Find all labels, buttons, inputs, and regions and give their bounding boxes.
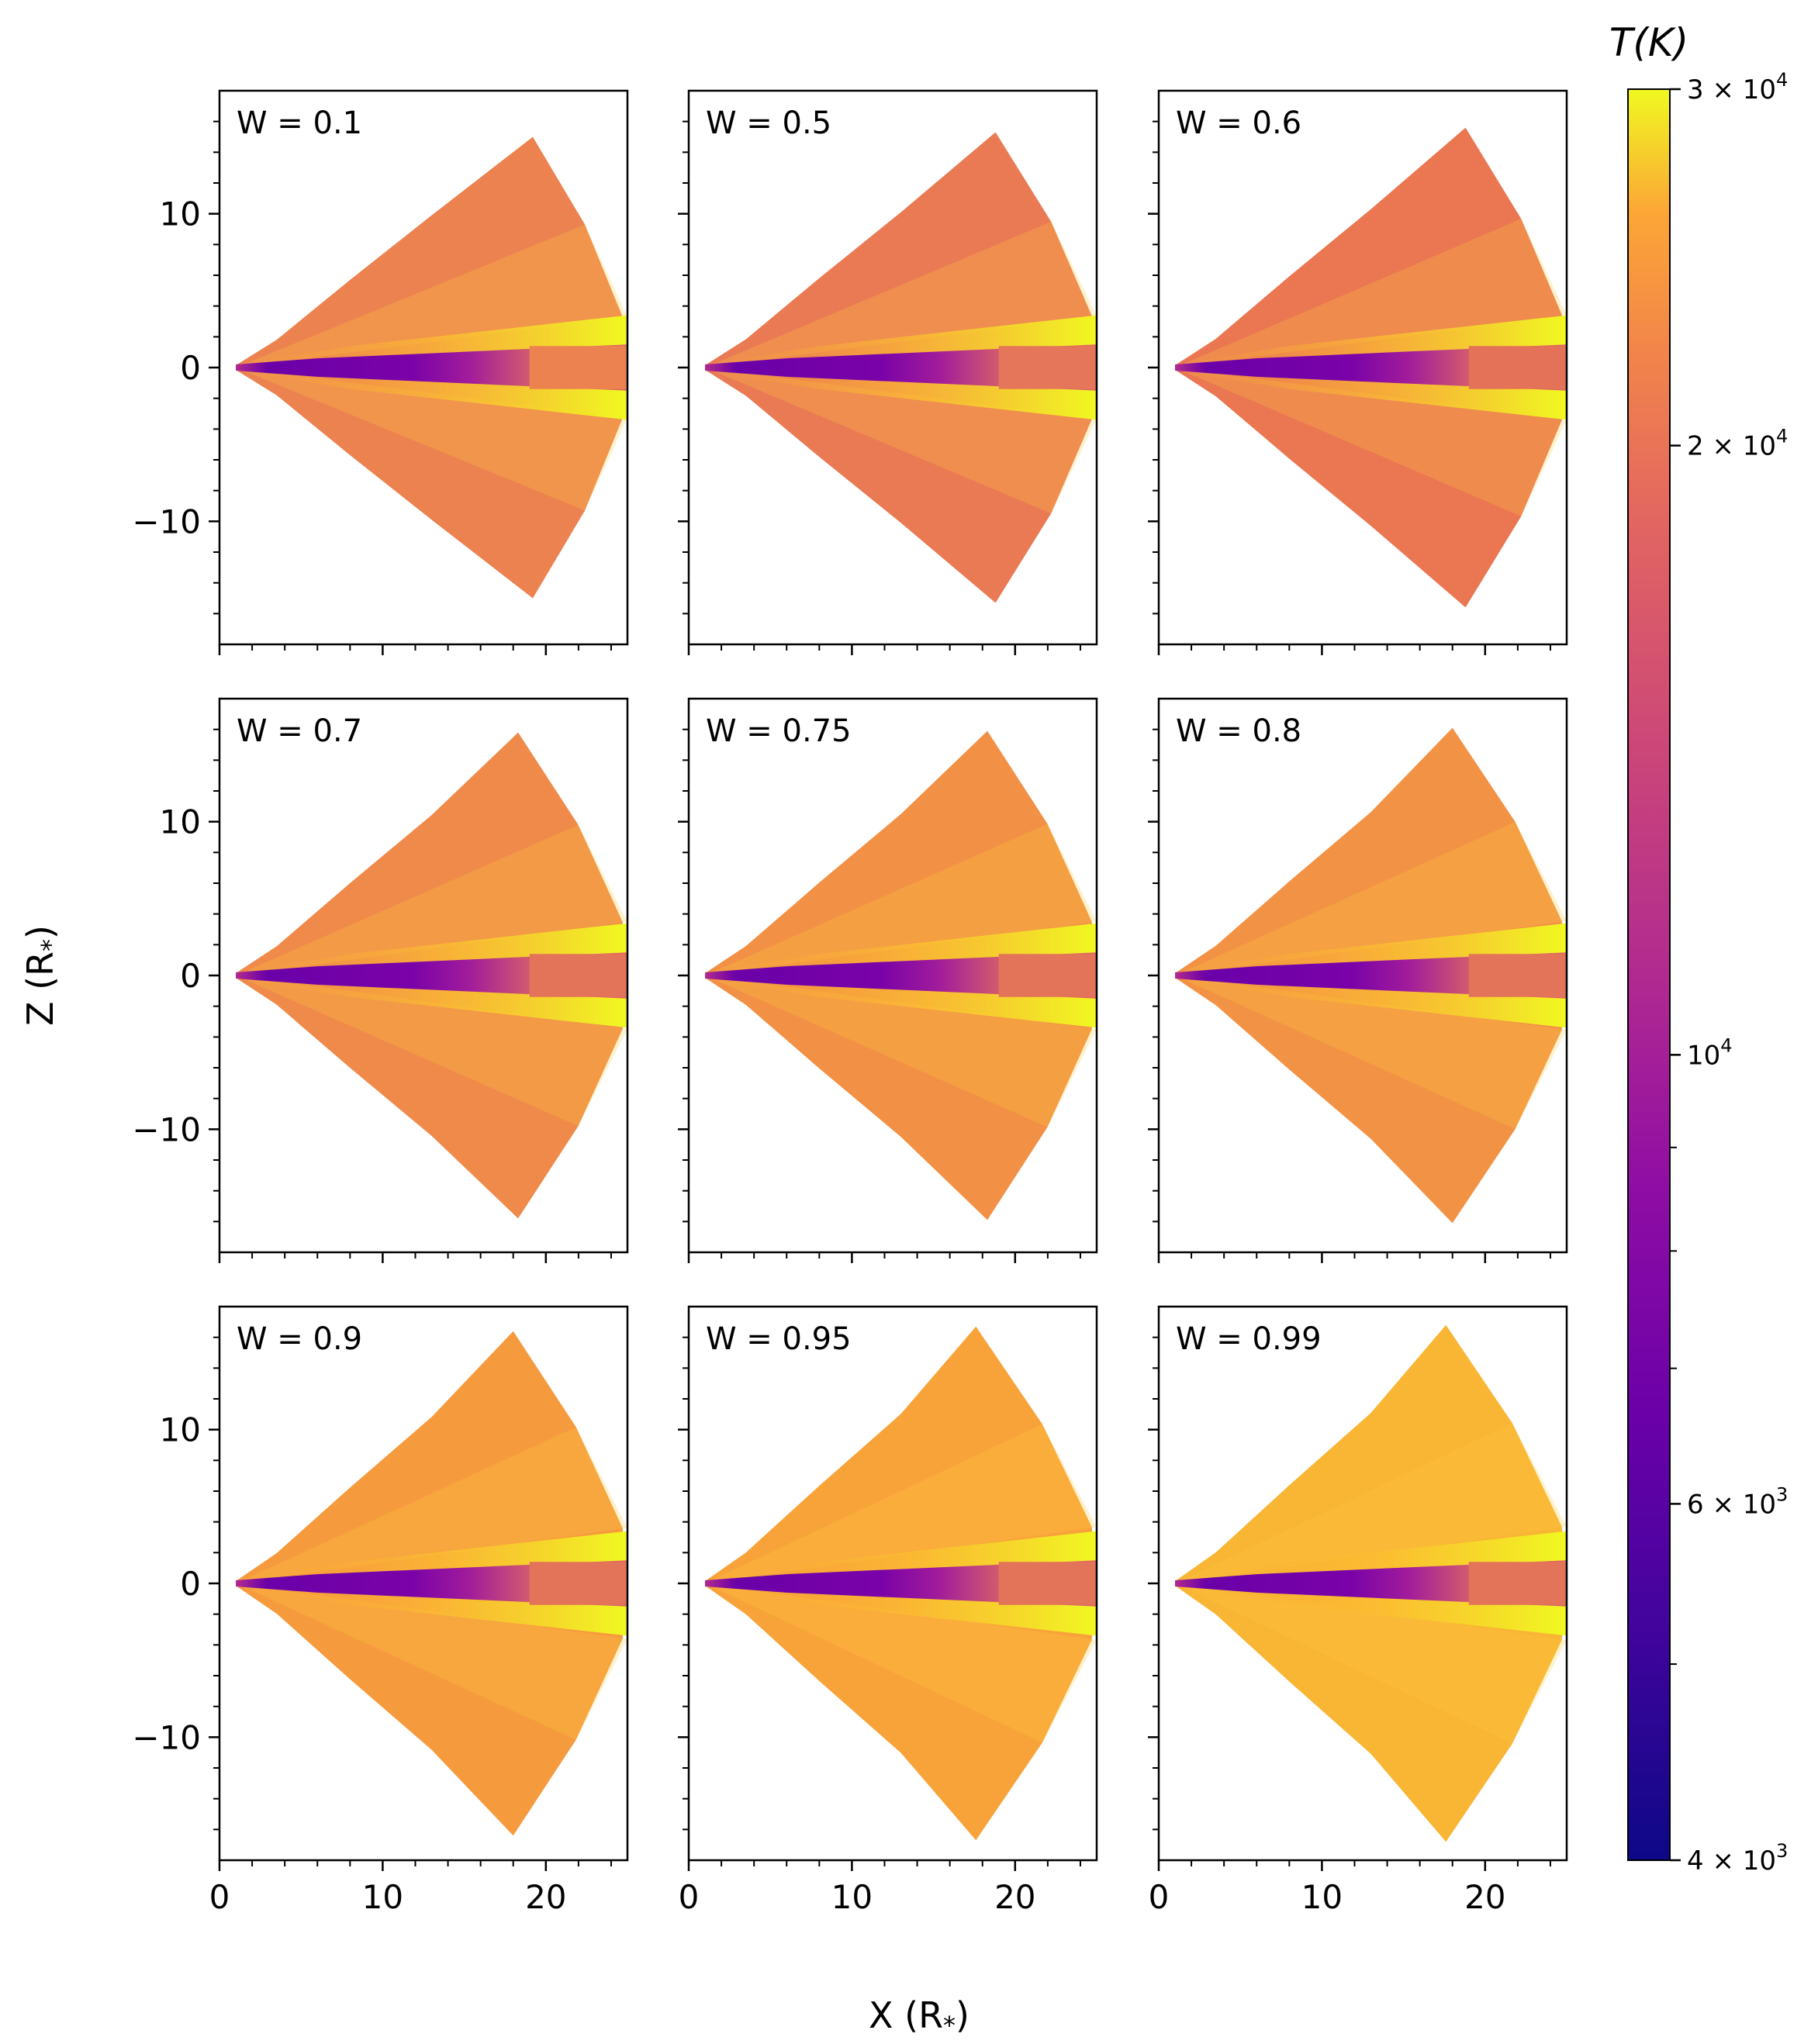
- colorbar-tick-label: 104: [1687, 1034, 1733, 1071]
- colorbar-tick-label: 3 × 104: [1687, 69, 1788, 105]
- x-tick-label: 10: [362, 1878, 403, 1916]
- x-axis-label: X (R*): [869, 1994, 969, 2040]
- panel-label: W = 0.75: [706, 713, 852, 749]
- disk-shading: [1175, 219, 1567, 368]
- disk-shading: [1175, 368, 1567, 516]
- outer-band: [529, 346, 627, 389]
- panel-7: W = 0.9 0 10 20 10 0 −10: [132, 1305, 629, 1916]
- panel-4: W = 0.7 10 0 −10: [132, 697, 629, 1263]
- x-tick-label: 0: [1149, 1878, 1170, 1916]
- outer-band: [998, 1562, 1097, 1605]
- colorbar-tick-label: 6 × 103: [1687, 1483, 1788, 1520]
- outer-band: [529, 1562, 627, 1605]
- disk-shading: [1175, 822, 1567, 975]
- y-tick-label: 0: [180, 1565, 201, 1603]
- colorbar-tick-label: 4 × 103: [1687, 1840, 1788, 1877]
- disk-shading: [705, 823, 1097, 975]
- panel-label: W = 0.7: [237, 713, 362, 749]
- panel-label: W = 0.6: [1176, 105, 1301, 141]
- colorbar-ticks: 3 × 104 2 × 104 104 6 × 103 4 × 103: [1670, 69, 1788, 1877]
- disk-shading: [236, 368, 627, 511]
- y-tick-label: 0: [180, 957, 201, 995]
- panel-9: W = 0.99 0 10 20: [1148, 1305, 1568, 1916]
- y-tick-label: −10: [132, 502, 201, 540]
- panel-2: W = 0.5: [678, 89, 1098, 655]
- y-axis-label: Z (R*): [19, 925, 65, 1026]
- panel-5: W = 0.75: [678, 697, 1098, 1263]
- panel-8: W = 0.95 0 10 20: [678, 1305, 1098, 1916]
- disk-shading: [236, 975, 627, 1127]
- y-tick-label: 10: [160, 1411, 201, 1449]
- panel-label: W = 0.99: [1176, 1321, 1322, 1357]
- disk-shading: [1175, 1423, 1567, 1583]
- panel-3: W = 0.6: [1148, 89, 1568, 655]
- disk-shading: [236, 1427, 627, 1583]
- panel-label: W = 0.95: [706, 1321, 852, 1357]
- y-tick-label: −10: [132, 1718, 201, 1756]
- x-tick-label: 0: [679, 1878, 700, 1916]
- y-tick-label: 10: [160, 195, 201, 233]
- colorbar: T(K) 3 × 104 2 × 104 104 6 × 103 4 × 103: [1609, 20, 1788, 1877]
- outer-band: [529, 954, 627, 997]
- outer-band: [1468, 346, 1567, 389]
- disk-shading: [705, 368, 1097, 514]
- colorbar-tick-label: 2 × 104: [1687, 426, 1788, 462]
- disk-shading: [705, 1424, 1097, 1583]
- y-tick-label: 0: [180, 349, 201, 387]
- outer-band: [1468, 1562, 1567, 1605]
- panel-label: W = 0.8: [1176, 713, 1301, 749]
- disk-shading: [236, 224, 627, 368]
- y-tick-label: −10: [132, 1110, 201, 1148]
- disk-shading: [236, 1583, 627, 1740]
- disk-shading: [705, 221, 1097, 368]
- x-tick-label: 20: [994, 1878, 1035, 1916]
- disk-shading: [236, 824, 627, 975]
- outer-band: [998, 346, 1097, 389]
- x-tick-label: 10: [831, 1878, 873, 1916]
- panel-1: W = 0.1 10 0 −10: [132, 89, 629, 655]
- x-tick-label: 20: [525, 1878, 566, 1916]
- disk-shading: [705, 1583, 1097, 1743]
- panel-label: W = 0.5: [706, 105, 831, 141]
- outer-band: [1468, 954, 1567, 997]
- panel-6: W = 0.8: [1148, 697, 1568, 1263]
- disk-shading: [1175, 975, 1567, 1129]
- x-tick-label: 0: [209, 1878, 230, 1916]
- x-tick-label: 10: [1301, 1878, 1343, 1916]
- panels-grid: W = 0.1 10 0 −10 W = 0.5 W = 0.6 W = 0.7 10 0 −10…: [132, 89, 1568, 1916]
- panel-label: W = 0.9: [237, 1321, 362, 1357]
- x-tick-label: 20: [1464, 1878, 1505, 1916]
- y-tick-label: 10: [160, 803, 201, 841]
- colorbar-gradient: [1627, 88, 1671, 1861]
- panel-label: W = 0.1: [237, 105, 362, 141]
- outer-band: [998, 954, 1097, 997]
- colorbar-label: T(K): [1609, 20, 1688, 65]
- disk-shading: [705, 975, 1097, 1127]
- disk-shading: [1175, 1583, 1567, 1744]
